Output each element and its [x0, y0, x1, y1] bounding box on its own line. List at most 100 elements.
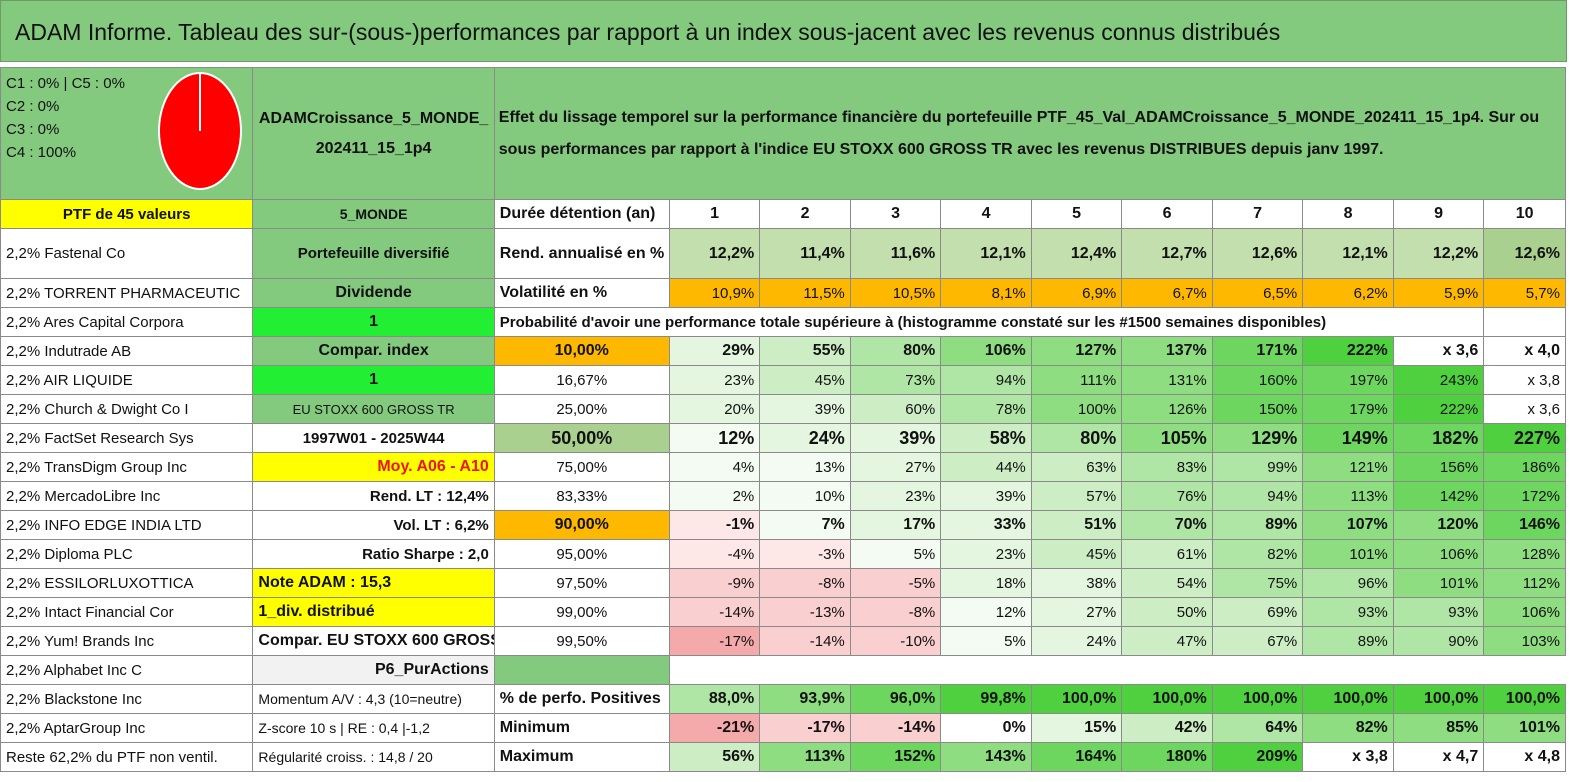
table-row: 2,2% Yum! Brands Inc Compar. EU STOXX 600…: [0, 626, 1566, 656]
probability-value: 137%: [1121, 336, 1213, 366]
vol-value: 11,5%: [759, 278, 851, 308]
probability-value: 100%: [1030, 394, 1123, 424]
table-row: 2,2% Blackstone Inc Momentum A/V : 4,3 (1…: [0, 684, 1566, 714]
info-cell: Vol. LT : 6,2%: [252, 510, 495, 540]
probability-value: 58%: [940, 423, 1032, 453]
info-cell: Note ADAM : 15,3: [252, 568, 495, 598]
year-header: 5: [1030, 199, 1123, 229]
info-cell: 1997W01 - 2025W44: [252, 423, 495, 453]
probability-value: 73%: [849, 365, 942, 395]
table-row: Reste 62,2% du PTF non ventil. Régularité…: [0, 742, 1566, 772]
probability-level: 95,00%: [493, 539, 670, 569]
rend-value: 12,6%: [1211, 228, 1304, 279]
probability-value: 106%: [1483, 597, 1566, 627]
probability-level: 83,33%: [493, 481, 670, 511]
probability-level: 99,00%: [493, 597, 670, 627]
rend-value: 12,1%: [1302, 228, 1394, 279]
probability-value: 149%: [1302, 423, 1394, 453]
holding-name: 2,2% ESSILORLUXOTTICA: [0, 568, 254, 598]
year-header: 9: [1392, 199, 1485, 229]
table-row: 2,2% INFO EDGE INDIA LTD Vol. LT : 6,2% 90…: [0, 510, 1566, 540]
table-row: 2,2% AptarGroup Inc Z-score 10 s | RE : 0…: [0, 713, 1566, 743]
min-value: -14%: [849, 713, 942, 743]
probability-value: 50%: [1121, 597, 1213, 627]
holding-name: 2,2% MercadoLibre Inc: [0, 481, 254, 511]
probability-value: 45%: [1030, 539, 1123, 569]
probability-value: 17%: [849, 510, 942, 540]
probability-value: 38%: [1030, 568, 1123, 598]
probability-value: -1%: [668, 510, 761, 540]
probability-level: 50,00%: [493, 423, 670, 453]
rend-value: 11,4%: [759, 228, 851, 279]
year-header: 6: [1121, 199, 1213, 229]
probability-value: 2%: [668, 481, 761, 511]
probability-value: x 3,8: [1483, 365, 1566, 395]
probability-value: 93%: [1392, 597, 1485, 627]
probability-value: 7%: [759, 510, 851, 540]
probability-value: 29%: [668, 336, 761, 366]
table-row: 2,2% Intact Financial Cor 1_div. distribu…: [0, 597, 1566, 627]
probability-value: 80%: [1030, 423, 1123, 453]
max-value: x 3,8: [1302, 742, 1394, 772]
probability-value: 93%: [1302, 597, 1394, 627]
max-value: 180%: [1121, 742, 1213, 772]
probability-value: x 3,6: [1483, 394, 1566, 424]
probability-level: 75,00%: [493, 452, 670, 482]
probability-value: 120%: [1392, 510, 1485, 540]
rend-value: 12,2%: [668, 228, 761, 279]
probability-value: 12%: [940, 597, 1032, 627]
probability-value: 78%: [940, 394, 1032, 424]
probability-value: 57%: [1030, 481, 1123, 511]
rend-value: 12,2%: [1392, 228, 1485, 279]
holding-name: 2,2% FactSet Research Sys: [0, 423, 254, 453]
probability-value: 129%: [1211, 423, 1304, 453]
empty-cell: [669, 655, 1566, 685]
probability-value: 45%: [759, 365, 851, 395]
vol-value: 6,2%: [1302, 278, 1394, 308]
rend-value: 12,1%: [940, 228, 1032, 279]
probability-value: 107%: [1302, 510, 1394, 540]
probability-value: -10%: [849, 626, 942, 656]
probability-value: 89%: [1211, 510, 1304, 540]
probability-value: 75%: [1211, 568, 1304, 598]
probability-value: 20%: [668, 394, 761, 424]
report-title: ADAM Informe. Tableau des sur-(sous-)per…: [0, 0, 1567, 62]
probability-value: 105%: [1121, 423, 1213, 453]
probability-value: 5%: [940, 626, 1032, 656]
table-row: 2,2% Indutrade AB Compar. index 10,00% 29% 5…: [0, 336, 1566, 366]
probability-value: 27%: [1030, 597, 1123, 627]
probability-value: 171%: [1211, 336, 1304, 366]
info-cell: Régularité croiss. : 14,8 / 20: [252, 742, 495, 772]
vol-value: 5,7%: [1483, 278, 1566, 308]
probability-value: 33%: [940, 510, 1032, 540]
probability-value: 44%: [940, 452, 1032, 482]
max-label: Maximum: [493, 742, 670, 772]
probability-value: 60%: [849, 394, 942, 424]
probability-value: 69%: [1211, 597, 1304, 627]
pie-label: C2 : 0%: [6, 98, 60, 115]
probability-value: 172%: [1483, 481, 1566, 511]
info-cell: Rend. LT : 12,4%: [252, 481, 495, 511]
min-value: 42%: [1121, 713, 1213, 743]
table-row: 2,2% Ares Capital Corpora 1 Probabilité d'…: [0, 307, 1566, 337]
probability-value: -13%: [759, 597, 851, 627]
holding-name: 2,2% Indutrade AB: [0, 336, 254, 366]
table-row: 2,2% Fastenal Co Portefeuille diversifié R…: [0, 228, 1566, 279]
probability-value: 222%: [1302, 336, 1394, 366]
probability-value: x 3,6: [1392, 336, 1485, 366]
max-value: 152%: [849, 742, 942, 772]
max-value: 113%: [759, 742, 851, 772]
info-cell: 1: [252, 365, 495, 395]
probability-value: 12%: [668, 423, 761, 453]
probability-value: 51%: [1030, 510, 1123, 540]
table-row: 2,2% AIR LIQUIDE 1 16,67% 23% 45% 73% 94% 111% 1…: [0, 365, 1566, 395]
vol-value: 6,9%: [1030, 278, 1123, 308]
probability-value: 67%: [1211, 626, 1304, 656]
zone-label: 5_MONDE: [252, 199, 495, 229]
pos-value: 100,0%: [1483, 684, 1566, 714]
info-cell: 1_div. distribué: [252, 597, 495, 627]
probability-value: 76%: [1121, 481, 1213, 511]
probability-value: 39%: [940, 481, 1032, 511]
probability-value: -5%: [849, 568, 942, 598]
holding-name: 2,2% TransDigm Group Inc: [0, 452, 254, 482]
